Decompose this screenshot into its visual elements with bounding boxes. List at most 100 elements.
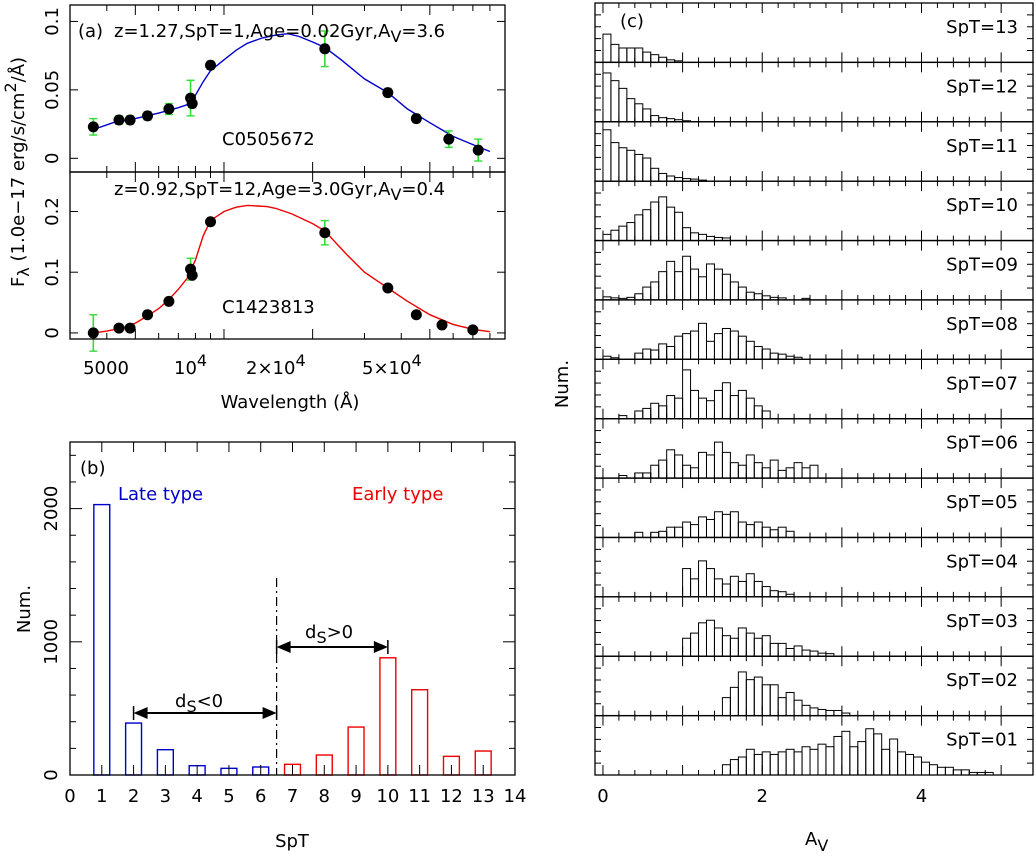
av-bin <box>610 142 620 182</box>
panel-b-bars <box>93 503 492 776</box>
panel-a-bottom-photometry-point <box>113 322 125 334</box>
av-bin <box>833 709 843 717</box>
av-histogram-spt-11: SpT=11 <box>594 121 1034 182</box>
av-bin <box>610 43 620 63</box>
av-bin <box>753 462 763 479</box>
av-bin <box>682 333 692 360</box>
av-bin <box>650 531 660 538</box>
av-bin <box>650 349 660 360</box>
av-bin <box>729 575 739 598</box>
av-bin <box>674 454 684 479</box>
panel-b-xtick-label: 3 <box>160 786 171 807</box>
xtick-label-2e4: 2×104 <box>246 351 306 379</box>
av-bin <box>666 175 676 182</box>
av-histogram-spt-06: SpT=06 <box>594 418 1034 479</box>
panel-a-bottom-photometry-point <box>87 327 99 339</box>
panel-a-top-spectrum-line <box>93 32 491 153</box>
av-bin <box>674 211 684 242</box>
bar-spt-10 <box>379 657 397 776</box>
av-bin <box>642 286 652 301</box>
av-histogram-spt-12: SpT=12 <box>594 61 1034 123</box>
subpanel-spt-label: SpT=03 <box>946 611 1018 632</box>
av-bin <box>658 405 668 420</box>
panel-c-tick-labels: 0 2 4 <box>597 786 927 807</box>
panel-a-bottom-photometry-point <box>142 309 154 321</box>
av-bin <box>777 469 787 479</box>
av-bin <box>721 327 731 360</box>
av-histogram-spt-08: SpT=08 <box>594 299 1034 360</box>
av-bin <box>721 583 731 598</box>
av-bin <box>737 286 747 301</box>
panel-c-xtick-label: 4 <box>916 786 927 807</box>
av-bin <box>705 518 715 538</box>
av-bin <box>682 637 692 657</box>
av-bin <box>737 389 747 420</box>
av-bin <box>666 395 676 420</box>
av-bin <box>690 524 700 538</box>
av-bin <box>698 451 707 479</box>
av-histogram-spt-01: SpT=01 <box>594 714 1034 776</box>
panel-a-bottom-info: z=0.92,SpT=12,Age=3.0Gyr,AV=0.4 <box>114 179 445 204</box>
panel-b-xtick-label: 6 <box>255 786 266 807</box>
av-bin <box>698 516 707 538</box>
av-bin <box>642 51 652 63</box>
av-bin <box>713 578 723 598</box>
panel-a: (a) z=1.27,SpT=1,Age=0.02Gyr,AV=3.6 C050… <box>1 4 506 413</box>
av-bin <box>753 676 763 717</box>
av-bin <box>729 637 739 657</box>
av-bin <box>690 268 700 301</box>
av-bin <box>825 709 835 717</box>
av-bin <box>968 771 978 776</box>
av-histogram-spt-10: SpT=10 <box>594 180 1034 242</box>
subpanel-spt-label: SpT=07 <box>946 373 1018 394</box>
panel-c-xtick-label: 2 <box>757 786 768 807</box>
av-bin <box>658 196 668 242</box>
av-bin <box>801 649 811 657</box>
av-bin <box>682 464 692 479</box>
av-bin <box>658 343 668 360</box>
av-bin <box>721 382 731 420</box>
av-bin <box>721 764 731 776</box>
panel-a-bottom-frame <box>69 171 506 340</box>
av-bin <box>745 524 755 538</box>
av-bin <box>713 268 723 301</box>
av-bin <box>849 746 859 776</box>
av-bin <box>634 214 644 242</box>
ds-arrows <box>132 640 389 720</box>
av-histogram-spt-07: SpT=07 <box>594 358 1034 420</box>
av-bin <box>690 467 700 479</box>
panel-a-top-photometry-point <box>382 87 394 99</box>
av-bin <box>737 464 747 479</box>
av-bin <box>650 201 660 242</box>
av-bin <box>658 530 668 538</box>
av-bin <box>793 645 803 657</box>
av-bin <box>666 260 676 301</box>
av-bin <box>642 209 652 242</box>
av-bin <box>737 521 747 538</box>
panel-b-xtick-label: 2 <box>128 786 139 807</box>
av-bin <box>801 746 811 776</box>
av-bin <box>634 47 644 63</box>
av-bin <box>761 586 771 598</box>
av-bin <box>801 704 811 717</box>
panel-a-top-photometry-point <box>124 114 136 126</box>
late-type-label: Late type <box>118 484 203 505</box>
panel-c: SpT=13 SpT=12 SpT=11 SpT=10 SpT=09 SpT=08 SpT=… <box>552 2 1034 855</box>
panel-b-ytick-label: 0 <box>41 769 62 780</box>
av-bin <box>793 751 803 776</box>
av-bin <box>769 753 779 776</box>
av-bin <box>690 330 700 360</box>
av-bin <box>769 590 779 598</box>
av-bin <box>761 467 771 479</box>
av-bin <box>729 281 739 301</box>
av-bin <box>682 521 692 538</box>
av-bin <box>769 352 779 360</box>
panel-c-xlabel: AV <box>805 829 828 855</box>
av-bin <box>729 759 739 776</box>
av-bin <box>698 322 707 360</box>
panel-a-top-photometry-point <box>472 144 484 156</box>
av-bin <box>626 98 636 123</box>
panel-b-xtick-label: 1 <box>96 786 107 807</box>
